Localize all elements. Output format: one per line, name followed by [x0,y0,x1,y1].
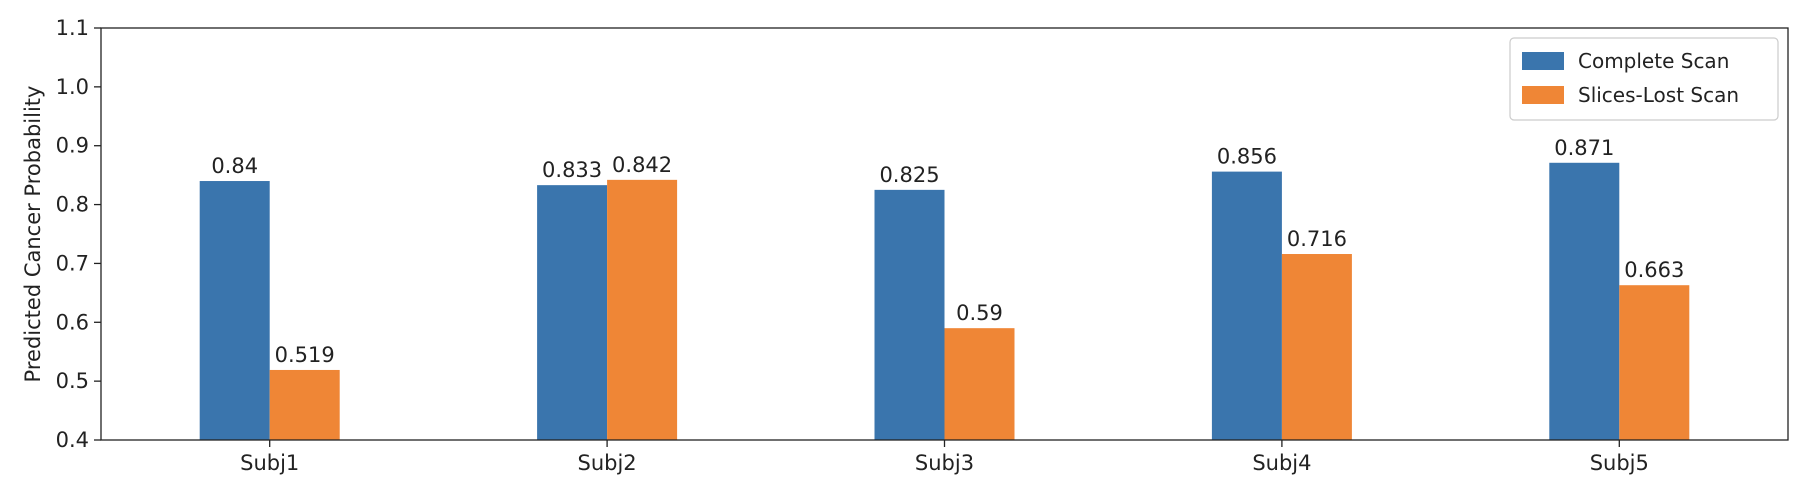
y-tick-label: 0.5 [56,369,89,393]
data-label: 0.842 [612,153,672,177]
legend-label: Slices-Lost Scan [1578,83,1739,107]
y-tick-label: 0.9 [56,134,89,158]
bar-subj1-series-1 [199,181,270,440]
data-label: 0.716 [1287,227,1347,251]
x-tick-label: Subj5 [1590,451,1649,475]
y-axis: 0.4 0.5 0.6 0.7 0.8 0.9 1.0 1.1 [56,16,101,452]
data-label: 0.663 [1624,258,1684,282]
bar-subj5-series-1 [1549,162,1620,441]
legend-label: Complete Scan [1578,49,1729,73]
bar-subj3-series-2 [944,328,1015,440]
x-tick-label: Subj4 [1252,451,1311,475]
data-label: 0.84 [211,154,258,178]
data-label: 0.519 [275,343,335,367]
data-label: 0.825 [879,163,939,187]
legend-swatch [1522,86,1564,104]
bar-subj2-series-1 [537,185,608,440]
data-label: 0.871 [1554,136,1614,160]
bar-subj5-series-2 [1619,285,1690,440]
y-tick-label: 1.0 [56,75,89,99]
y-tick-label: 0.7 [56,251,89,275]
legend-frame [1509,37,1779,121]
data-labels-group: 0.84 0.519 0.833 0.842 0.825 0.59 0.856 0.716 0.… [211,136,1684,367]
x-tick-label: Subj2 [578,451,637,475]
bar-subj4-series-1 [1211,171,1282,440]
legend-swatch [1522,52,1564,70]
y-tick-label: 0.4 [56,428,89,452]
data-label: 0.59 [956,301,1003,325]
y-tick-label: 0.6 [56,310,89,334]
data-label: 0.833 [542,158,602,182]
y-tick-label: 0.8 [56,193,89,217]
x-axis: Subj1 Subj2 Subj3 Subj4 Subj5 [240,440,1649,475]
x-tick-label: Subj1 [240,451,299,475]
legend: Complete Scan Slices-Lost Scan [1509,37,1779,121]
x-tick-label: Subj3 [915,451,974,475]
bar-subj2-series-2 [607,179,678,440]
bar-subj1-series-2 [269,369,340,440]
y-tick-label: 1.1 [56,16,89,40]
bars-group [199,162,1690,441]
y-axis-title: Predicted Cancer Probability [21,86,45,383]
bar-subj3-series-1 [874,189,945,440]
bar-subj4-series-2 [1281,254,1352,440]
data-label: 0.856 [1217,145,1277,169]
